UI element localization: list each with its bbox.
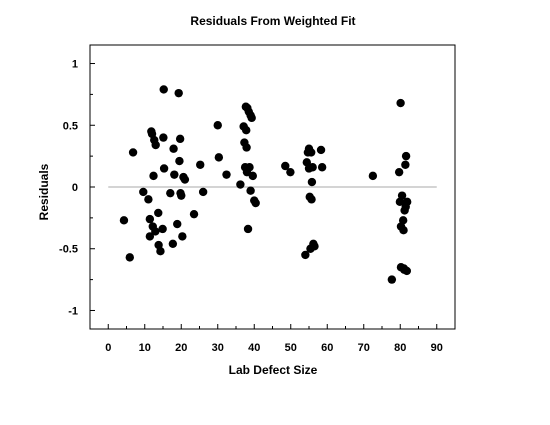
- x-tick-label: 10: [139, 342, 151, 354]
- data-point: [317, 163, 327, 172]
- data-point: [159, 85, 168, 94]
- data-point: [159, 133, 168, 142]
- y-tick-label: 0.5: [63, 120, 78, 132]
- data-point: [196, 160, 205, 169]
- data-point: [242, 143, 251, 152]
- data-point: [174, 88, 183, 98]
- data-point: [169, 144, 178, 153]
- y-tick-label: -1: [68, 305, 78, 317]
- data-point: [396, 98, 405, 108]
- data-point: [168, 239, 178, 248]
- data-point: [402, 266, 412, 276]
- data-point: [286, 167, 295, 177]
- data-point: [236, 180, 245, 189]
- x-axis-label: Lab Defect Size: [229, 363, 318, 377]
- data-point: [214, 153, 224, 162]
- x-tick-label: 60: [321, 342, 333, 354]
- data-point: [245, 163, 254, 172]
- data-point: [119, 216, 129, 225]
- x-tick-label: 0: [105, 342, 111, 354]
- data-point: [145, 232, 155, 241]
- x-tick-label: 70: [358, 342, 370, 354]
- data-point: [247, 113, 256, 123]
- data-point: [156, 247, 165, 256]
- data-point: [170, 170, 179, 179]
- data-point: [308, 163, 317, 172]
- data-point: [316, 145, 326, 155]
- data-point: [175, 134, 185, 144]
- data-point: [145, 214, 155, 224]
- y-tick-label: 1: [72, 59, 78, 71]
- data-point: [243, 224, 253, 234]
- data-point: [301, 250, 310, 260]
- data-point: [159, 164, 169, 173]
- data-point: [248, 171, 257, 181]
- y-tick-label: -0.5: [59, 244, 78, 256]
- data-point: [166, 188, 175, 198]
- data-point: [178, 232, 187, 241]
- data-point: [306, 148, 316, 157]
- data-point: [307, 177, 317, 187]
- data-point: [128, 148, 138, 157]
- y-axis-label: Residuals: [37, 163, 51, 220]
- data-point: [158, 224, 167, 234]
- data-point: [387, 275, 397, 284]
- data-point: [307, 195, 316, 204]
- data-point: [310, 242, 319, 251]
- data-point: [154, 208, 163, 218]
- data-point: [177, 191, 186, 200]
- data-point: [125, 253, 134, 262]
- data-point: [173, 219, 182, 229]
- data-point: [222, 170, 231, 179]
- data-points: [119, 85, 412, 284]
- data-point: [397, 191, 407, 200]
- data-point: [151, 227, 160, 236]
- x-tick-label: 40: [248, 342, 260, 354]
- data-point: [139, 187, 148, 197]
- data-point: [242, 126, 251, 135]
- data-point: [180, 175, 190, 184]
- data-point: [144, 195, 153, 204]
- x-tick-label: 20: [175, 342, 187, 354]
- data-point: [402, 197, 412, 207]
- x-tick-label: 30: [212, 342, 224, 354]
- data-point: [394, 167, 404, 177]
- data-point: [189, 209, 199, 219]
- y-tick-label: 0: [72, 182, 78, 194]
- data-point: [151, 140, 160, 150]
- x-axis-ticks: 0 10 20 30 40 50 60 70 80 90: [89, 324, 456, 354]
- data-point: [399, 226, 408, 235]
- chart-title: Residuals From Weighted Fit: [190, 14, 355, 28]
- data-point: [401, 151, 411, 161]
- data-point: [213, 121, 222, 130]
- data-point: [281, 161, 290, 171]
- x-tick-label: 90: [431, 342, 443, 354]
- data-point: [175, 156, 184, 166]
- data-point: [246, 186, 255, 195]
- data-point: [251, 198, 260, 208]
- data-point: [368, 171, 378, 181]
- x-tick-label: 80: [394, 342, 406, 354]
- x-tick-label: 50: [285, 342, 297, 354]
- y-axis-ticks: -1 -0.5 0 0.5 1: [59, 59, 95, 317]
- data-point: [401, 160, 410, 169]
- data-point: [198, 187, 208, 197]
- data-point: [398, 216, 408, 225]
- data-point: [149, 171, 158, 181]
